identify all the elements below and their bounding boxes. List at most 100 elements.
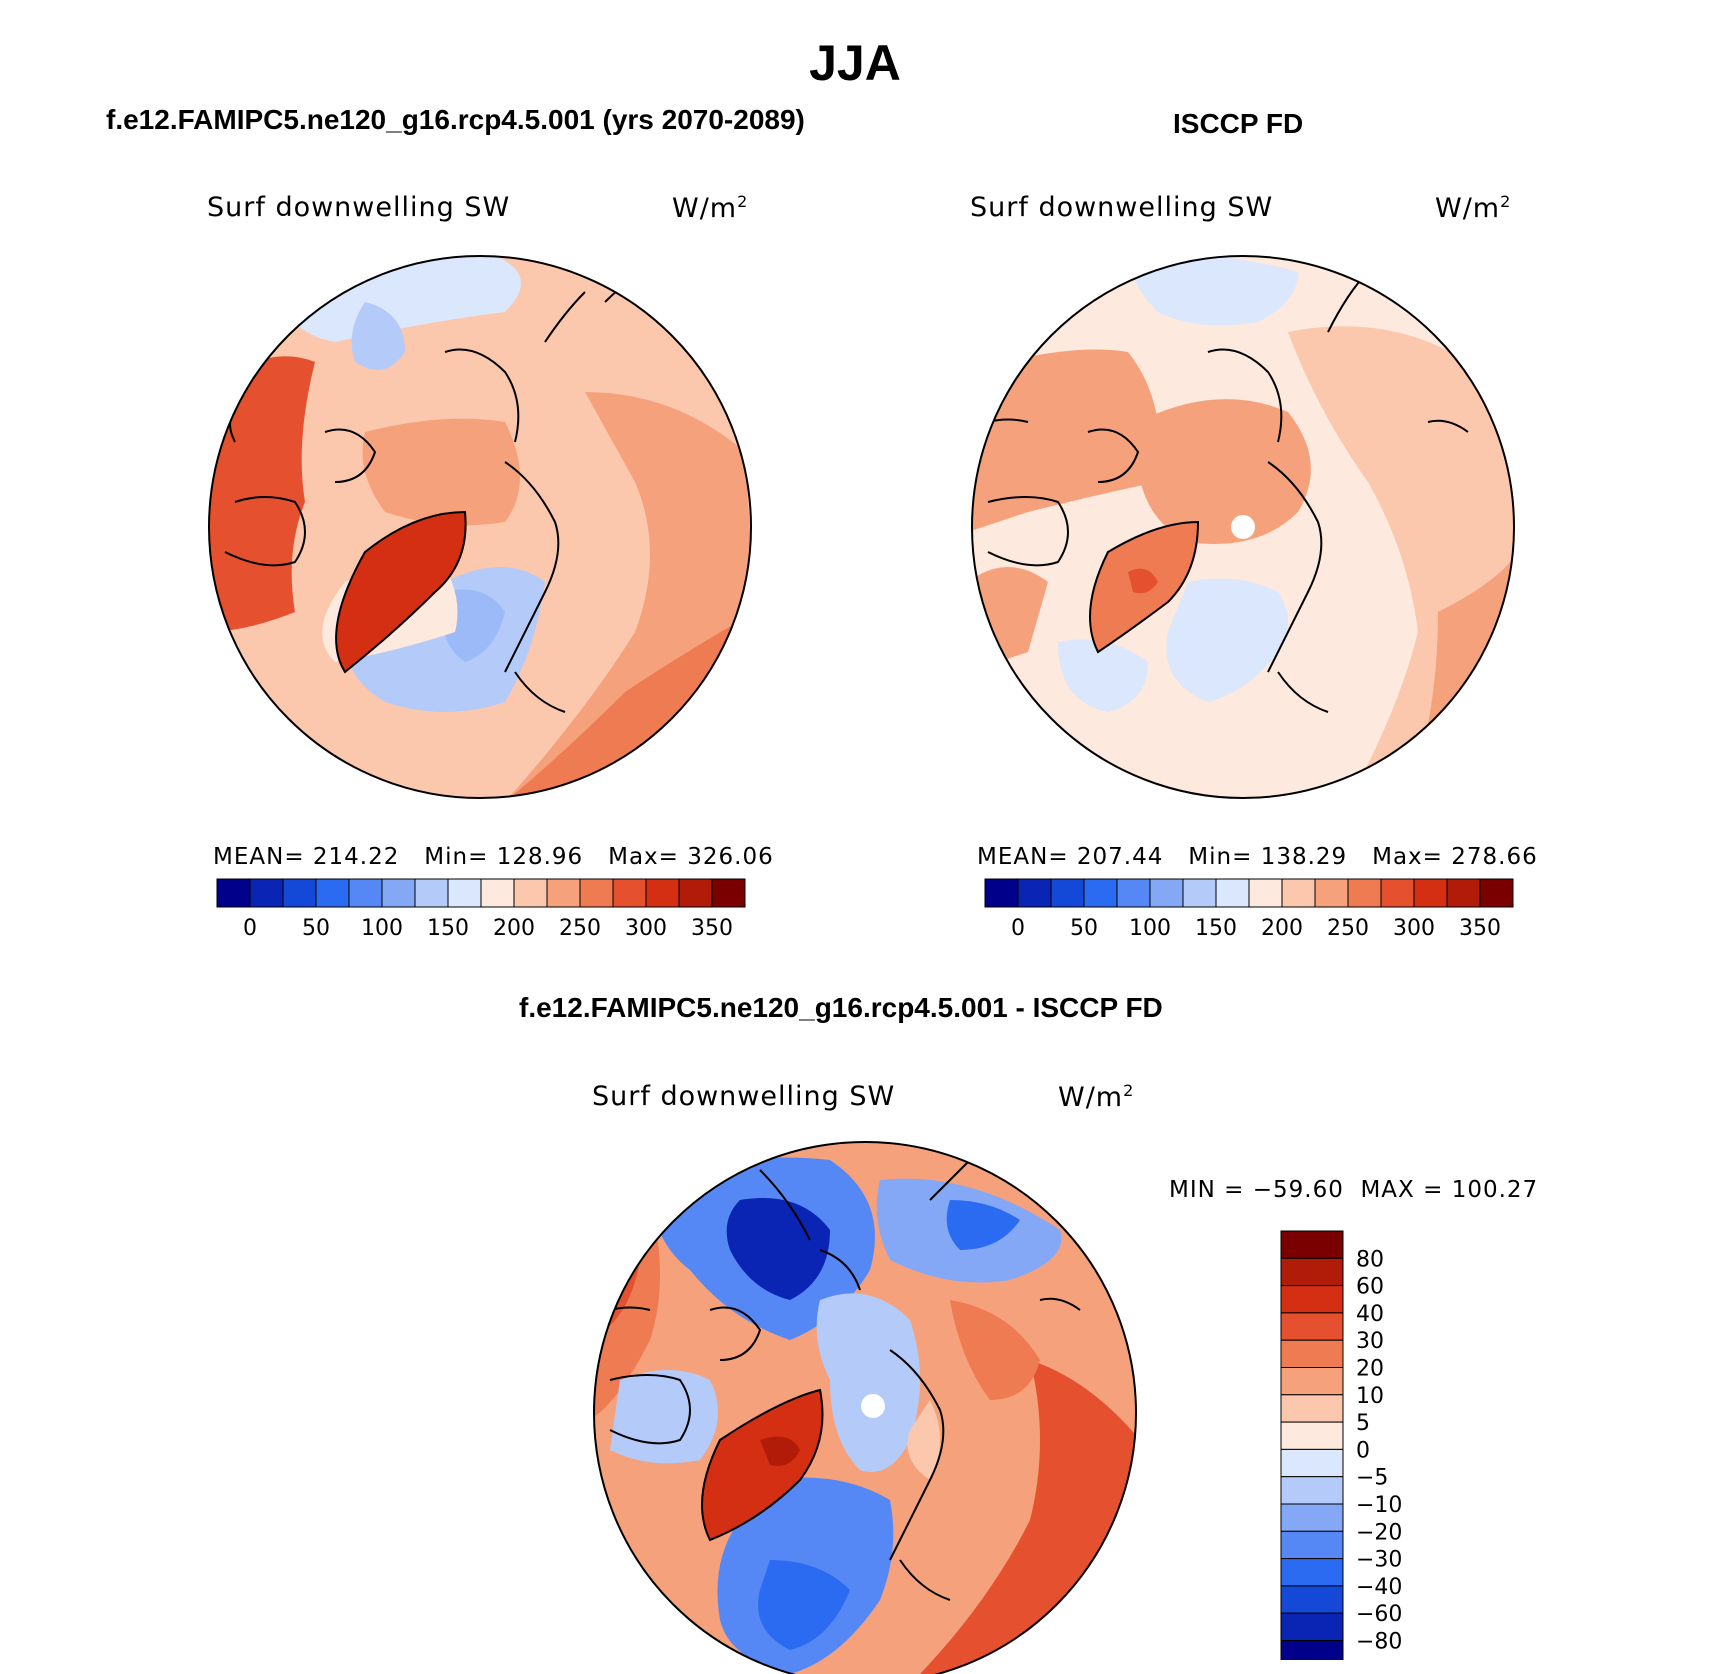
panel2-colorbar-swatch: [1050, 878, 1085, 908]
diff-colorbar-tick-label: 30: [1356, 1329, 1384, 1354]
diff-colorbar-swatch: [1280, 1257, 1344, 1287]
panel2-colorbar-tick-label: 350: [1459, 916, 1501, 938]
panel2-stats: MEAN= 207.44 Min= 138.29 Max= 278.66: [977, 844, 1538, 870]
diff-colorbar-tick-label: −30: [1356, 1548, 1402, 1573]
panel1-stats: MEAN= 214.22 Min= 128.96 Max= 326.06: [213, 844, 774, 870]
panel1-colorbar-swatch: [447, 878, 482, 908]
panel2-colorbar-swatch: [1281, 878, 1316, 908]
panel2-units: W/m2: [1435, 192, 1512, 224]
panel2-colorbar-swatch: [1116, 878, 1151, 908]
panel1-units: W/m2: [672, 192, 749, 224]
panel2-colorbar-tick-label: 0: [1011, 916, 1025, 938]
panel2-colorbar-swatch: [1017, 878, 1052, 908]
diff-colorbar-swatch: [1280, 1503, 1344, 1532]
panel1-colorbar-swatch: [348, 878, 383, 908]
diff-colorbar-tick-label: −20: [1356, 1520, 1402, 1545]
diff-colorbar-swatch: [1280, 1367, 1344, 1396]
panel1-colorbar-swatch: [315, 878, 350, 908]
panel2-colorbar-tick-label: 250: [1327, 916, 1369, 938]
diff-colorbar-tick-label: 20: [1356, 1357, 1384, 1382]
panel1-colorbar-swatch: [480, 878, 515, 908]
diff-colorbar-tick-label: −40: [1356, 1575, 1402, 1600]
panel1-colorbar-tick-label: 50: [302, 916, 330, 938]
diff-colorbar-swatch: [1280, 1640, 1344, 1660]
diff-colorbar-swatch: [1280, 1230, 1344, 1259]
diff-colorbar-swatch: [1280, 1530, 1344, 1560]
diff-colorbar-swatch: [1280, 1339, 1344, 1368]
panel1-colorbar-swatch: [678, 878, 713, 908]
panel1-colorbar-tick-label: 200: [493, 916, 535, 938]
diff-heading: f.e12.FAMIPC5.ne120_g16.rcp4.5.001 - ISC…: [519, 992, 1163, 1023]
panel1-colorbar-tick-label: 0: [243, 916, 257, 938]
panel2-colorbar-tick-label: 150: [1195, 916, 1237, 938]
diff-missing-pole: [861, 1394, 885, 1418]
diff-colorbar-tick-label: 60: [1356, 1275, 1384, 1300]
diff-colorbar-swatch: [1280, 1421, 1344, 1450]
diff-colorbar-tick-label: −5: [1356, 1466, 1388, 1491]
panel1-colorbar-tick-label: 100: [361, 916, 403, 938]
diff-colorbar-swatch: [1280, 1285, 1344, 1314]
diff-colorbar-tick-label: 10: [1356, 1384, 1384, 1409]
panel1-map: [208, 255, 752, 799]
panel1-colorbar-tick-label: 300: [625, 916, 667, 938]
panel2-colorbar-swatch: [984, 878, 1019, 908]
diff-units: W/m2: [1058, 1081, 1135, 1113]
panel2-colorbar-tick-label: 100: [1129, 916, 1171, 938]
diff-map: [593, 1141, 1137, 1674]
diff-colorbar-tick-label: 80: [1356, 1247, 1384, 1272]
panel1-colorbar-swatch: [645, 878, 680, 908]
panel2-colorbar-tick-label: 300: [1393, 916, 1435, 938]
panel1-colorbar-swatch: [711, 878, 746, 908]
diff-variable: Surf downwelling SW: [592, 1081, 896, 1112]
panel2-colorbar-swatch: [1380, 878, 1415, 908]
panel2-colorbar-swatch: [1248, 878, 1283, 908]
diff-colorbar-swatch: [1280, 1612, 1344, 1642]
panel2-colorbar-swatch: [1083, 878, 1118, 908]
panel2-variable: Surf downwelling SW: [970, 192, 1274, 223]
diff-colorbar-swatch: [1280, 1558, 1344, 1587]
panel2-colorbar-swatch: [1479, 878, 1514, 908]
panel2-missing-pole: [1231, 515, 1255, 539]
panel1-heading: f.e12.FAMIPC5.ne120_g16.rcp4.5.001 (yrs …: [106, 104, 805, 135]
panel2-colorbar-swatch: [1182, 878, 1217, 908]
diff-colorbar-swatch: [1280, 1585, 1344, 1614]
panel1-colorbar-swatch: [381, 878, 416, 908]
panel1-variable: Surf downwelling SW: [207, 192, 511, 223]
panel2-colorbar-swatch: [1446, 878, 1481, 908]
panel2-colorbar: 0 50 100 150 200 250 300 350: [984, 878, 1514, 938]
panel1-colorbar-tick-label: 150: [427, 916, 469, 938]
panel1-colorbar-swatch: [216, 878, 251, 908]
panel1-colorbar-swatch: [612, 878, 647, 908]
panel2-colorbar-swatch: [1215, 878, 1250, 908]
diff-colorbar-swatch: [1280, 1448, 1344, 1478]
panel2-colorbar-swatch: [1149, 878, 1184, 908]
panel1-colorbar-swatch: [249, 878, 284, 908]
diff-colorbar-swatch: [1280, 1476, 1344, 1505]
diff-colorbar-tick-label: 40: [1356, 1302, 1384, 1327]
diff-colorbar-swatch: [1280, 1312, 1344, 1341]
panel2-colorbar-tick-label: 50: [1070, 916, 1098, 938]
panel1-colorbar-swatch: [546, 878, 581, 908]
diff-colorbar-tick-label: −10: [1356, 1493, 1402, 1518]
diff-minmax: MIN = −59.60 MAX = 100.27: [1169, 1177, 1539, 1203]
panel2-colorbar-tick-label: 200: [1261, 916, 1303, 938]
diff-colorbar-tick-label: 0: [1356, 1438, 1370, 1463]
panel2-map: [971, 255, 1515, 799]
panel2-colorbar-swatch: [1314, 878, 1349, 908]
panel2-colorbar-swatch: [1413, 878, 1448, 908]
panel1-colorbar-tick-label: 350: [691, 916, 733, 938]
panel1-colorbar: 0 50 100 150 200 250 300 350: [216, 878, 746, 938]
panel1-colorbar-swatch: [282, 878, 317, 908]
panel1-colorbar-tick-label: 250: [559, 916, 601, 938]
diff-colorbar-tick-label: −60: [1356, 1602, 1402, 1627]
panel2-heading: ISCCP FD: [1173, 108, 1304, 139]
diff-colorbar-swatch: [1280, 1394, 1344, 1423]
panel1-colorbar-swatch: [513, 878, 548, 908]
diff-colorbar-tick-label: −80: [1356, 1630, 1402, 1655]
figure-title: JJA: [809, 35, 901, 91]
panel1-colorbar-swatch: [414, 878, 449, 908]
diff-colorbar-tick-label: 5: [1356, 1411, 1370, 1436]
panel2-colorbar-swatch: [1347, 878, 1382, 908]
panel1-colorbar-swatch: [579, 878, 614, 908]
